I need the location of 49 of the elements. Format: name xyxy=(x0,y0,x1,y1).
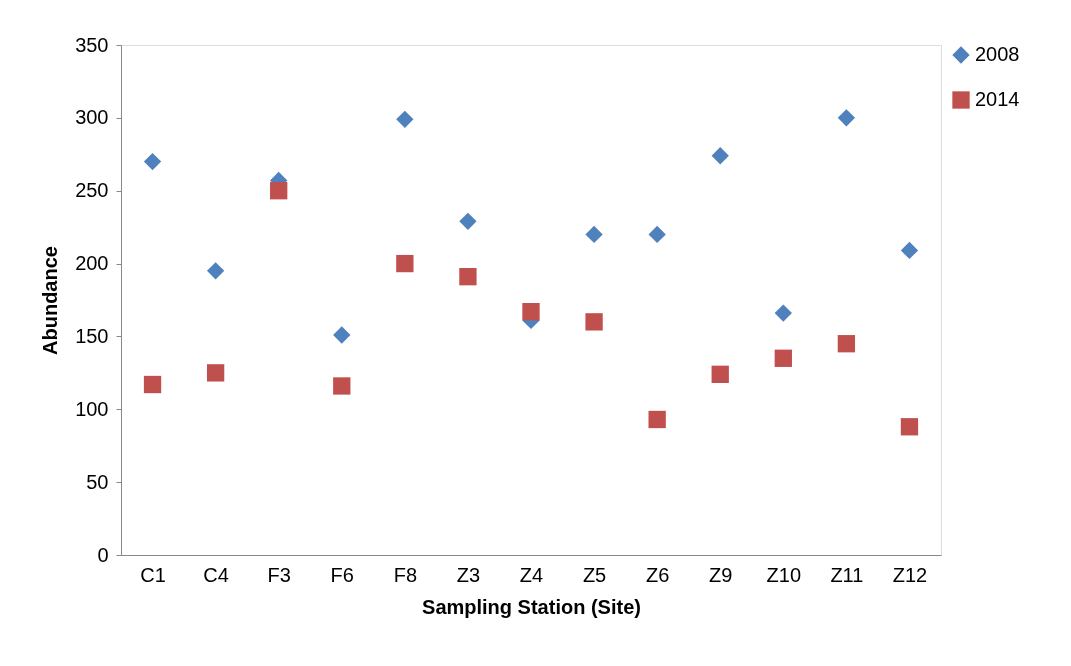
x-tick-label: Z4 xyxy=(519,563,544,586)
point xyxy=(900,241,919,260)
y-tick-label: 200 xyxy=(75,252,109,275)
point xyxy=(774,349,792,367)
point xyxy=(711,365,729,383)
point xyxy=(459,268,477,286)
x-tick-label: Z10 xyxy=(766,563,802,586)
point xyxy=(837,335,856,353)
y-tick-label: 150 xyxy=(75,324,109,347)
point xyxy=(837,109,856,127)
point xyxy=(774,304,792,322)
x-tick-label: Z11 xyxy=(830,563,864,586)
y-axis-title: Abundance xyxy=(39,246,62,355)
point xyxy=(585,313,603,331)
y-tick-label: 50 xyxy=(86,470,109,493)
point xyxy=(333,377,351,395)
point xyxy=(522,303,540,321)
legend-label: 2008 xyxy=(975,43,1020,65)
point xyxy=(396,254,414,273)
point xyxy=(648,225,666,244)
point xyxy=(270,182,288,200)
x-tick-label: C4 xyxy=(203,563,229,586)
x-tick-label: Z5 xyxy=(582,563,607,586)
x-tick-label: Z12 xyxy=(892,563,928,586)
x-axis-title: Sampling Station (Site) xyxy=(422,595,641,618)
x-tick-label: Z6 xyxy=(645,563,670,586)
point xyxy=(585,225,603,244)
y-tick-label: 250 xyxy=(75,179,109,202)
point xyxy=(206,364,225,382)
y-tick-label: 100 xyxy=(75,397,109,420)
y-tick-label: 300 xyxy=(75,106,109,129)
point xyxy=(648,410,666,429)
x-tick-label: Z3 xyxy=(456,563,481,586)
point xyxy=(143,152,162,171)
point xyxy=(900,418,919,436)
x-tick-label: F3 xyxy=(267,563,291,586)
point xyxy=(459,212,477,230)
point xyxy=(143,375,162,394)
x-tick-label: F6 xyxy=(330,563,354,586)
point xyxy=(206,262,225,280)
legend-label: 2014 xyxy=(975,88,1020,110)
y-tick-label: 350 xyxy=(75,33,109,56)
point xyxy=(333,326,351,344)
y-tick-label: 0 xyxy=(97,543,109,566)
x-tick-label: C1 xyxy=(140,563,166,586)
point xyxy=(711,147,729,165)
x-tick-label: Z9 xyxy=(709,563,733,586)
point xyxy=(396,110,414,128)
x-tick-label: F8 xyxy=(393,563,418,586)
